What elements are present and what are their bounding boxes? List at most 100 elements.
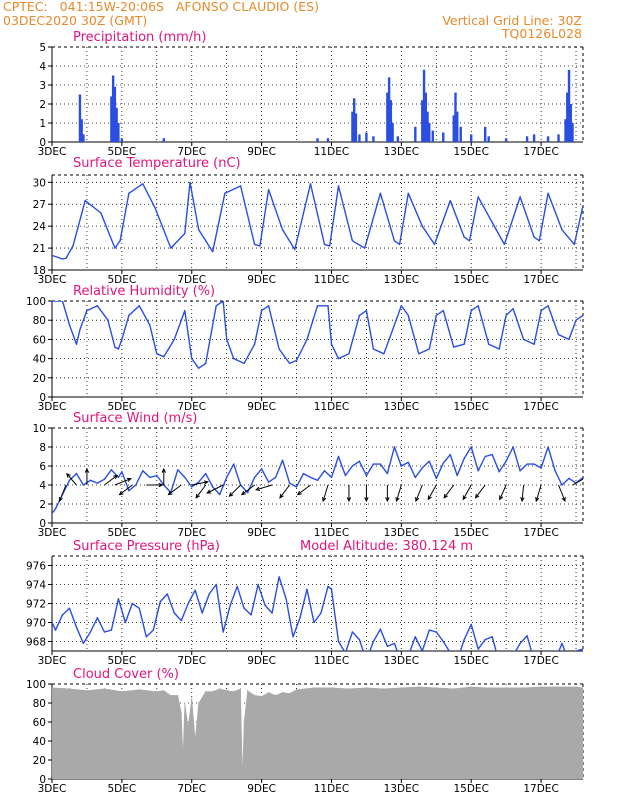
data-point xyxy=(173,612,175,614)
y-tick-label: 20 xyxy=(33,755,46,767)
x-tick-label: 3DEC xyxy=(38,146,67,158)
data-point xyxy=(512,446,514,448)
data-point xyxy=(224,192,226,194)
precip-bar xyxy=(557,134,560,142)
data-point xyxy=(379,192,382,194)
data-point xyxy=(68,688,71,690)
data-point xyxy=(488,687,490,689)
data-point xyxy=(533,463,535,465)
data-point xyxy=(477,305,479,307)
x-tick-label: 5DEC xyxy=(108,527,137,539)
x-tick-label: 11DEC xyxy=(314,146,349,158)
data-point xyxy=(365,309,368,312)
data-point xyxy=(428,629,430,631)
data-point xyxy=(142,470,144,472)
wind-arrow-head xyxy=(195,493,200,499)
data-point xyxy=(96,617,99,619)
data-point xyxy=(449,453,451,456)
y-tick-label: 8 xyxy=(39,442,46,454)
data-point xyxy=(191,357,193,360)
data-point xyxy=(82,642,85,645)
x-tick-label: 7DEC xyxy=(177,274,206,286)
data-point xyxy=(383,353,385,355)
data-point xyxy=(348,353,350,355)
precip-bar xyxy=(456,111,459,142)
data-point xyxy=(453,688,455,690)
data-point xyxy=(65,257,67,260)
wind-arrow xyxy=(499,484,507,501)
data-point xyxy=(526,463,528,465)
wind-arrow xyxy=(443,484,455,499)
data-point xyxy=(260,309,263,312)
y-tick-label: 0 xyxy=(39,392,46,404)
precip-bar xyxy=(372,136,375,142)
data-point xyxy=(261,695,263,697)
data-point xyxy=(103,631,106,633)
wind-arrow-shaft xyxy=(255,484,273,491)
y-tick-label: 974 xyxy=(26,580,46,592)
precip-bar xyxy=(389,100,393,142)
data-point xyxy=(470,623,472,626)
wind-arrow xyxy=(240,484,255,496)
data-point xyxy=(187,726,189,728)
data-point xyxy=(247,690,249,692)
data-point xyxy=(180,619,182,622)
data-point xyxy=(470,446,472,448)
data-point xyxy=(54,301,57,302)
data-point xyxy=(463,457,465,460)
data-point xyxy=(205,472,207,475)
data-point xyxy=(477,648,479,650)
precip-bar xyxy=(428,123,431,142)
data-point xyxy=(131,602,134,605)
data-point xyxy=(232,463,235,465)
data-point xyxy=(575,319,577,321)
data-point xyxy=(540,686,542,688)
data-point xyxy=(468,240,471,242)
data-point xyxy=(128,192,130,194)
data-point xyxy=(240,688,242,690)
x-tick-label: 3DEC xyxy=(38,401,67,413)
x-tick-label: 9DEC xyxy=(247,783,276,795)
data-point xyxy=(463,343,465,345)
x-tick-label: 9DEC xyxy=(247,527,276,539)
wind-arrow-head xyxy=(499,495,504,501)
precip-bar xyxy=(326,138,330,142)
data-point xyxy=(435,631,437,633)
x-tick-label: 11DEC xyxy=(314,783,349,795)
data-point xyxy=(253,243,256,246)
wind-arrow xyxy=(191,480,209,486)
data-point xyxy=(407,192,410,194)
wind-arrow-shaft xyxy=(59,484,67,502)
y-tick-label: 972 xyxy=(26,599,46,611)
precip-bar xyxy=(470,134,473,142)
wind-arrow-shaft xyxy=(195,484,207,499)
y-tick-label: 970 xyxy=(26,618,46,630)
wind-arrow xyxy=(118,484,133,496)
data-point xyxy=(163,355,165,358)
data-point xyxy=(505,650,507,651)
data-point xyxy=(327,305,329,307)
precip-bar xyxy=(532,134,536,142)
data-point xyxy=(166,593,168,595)
wind-arrow-shaft xyxy=(66,473,77,486)
wind-arrow xyxy=(195,484,207,499)
data-point xyxy=(302,472,305,475)
data-point xyxy=(306,588,308,590)
x-tick-label: 17DEC xyxy=(523,655,558,667)
data-point xyxy=(421,225,424,227)
data-point xyxy=(89,479,92,481)
data-point xyxy=(117,598,120,600)
data-point xyxy=(149,324,151,326)
x-tick-label: 15DEC xyxy=(453,146,488,158)
data-point xyxy=(372,463,375,465)
data-point xyxy=(138,607,141,609)
y-tick-label: 5 xyxy=(39,42,46,54)
data-point xyxy=(358,314,361,317)
wind-arrow-head xyxy=(443,493,448,499)
data-point xyxy=(267,691,270,694)
data-point xyxy=(52,687,53,689)
data-point xyxy=(327,585,329,588)
data-point xyxy=(561,642,563,645)
data-point xyxy=(407,461,410,463)
wind-arrow-head xyxy=(427,495,432,501)
